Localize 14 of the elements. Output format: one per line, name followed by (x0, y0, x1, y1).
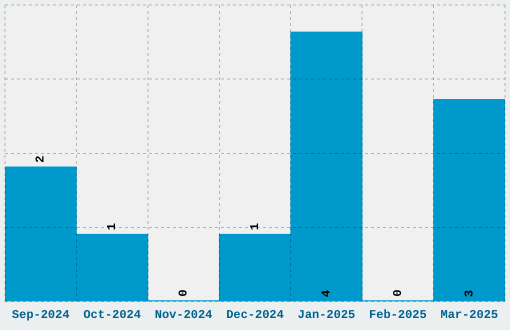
x-tick-label: Sep-2024 (12, 308, 70, 322)
data-label: 1 (105, 222, 120, 230)
x-tick-label: Nov-2024 (154, 308, 212, 322)
data-label: 1 (248, 222, 262, 230)
x-tick-label: Dec-2024 (226, 308, 284, 322)
data-label: 3 (462, 290, 476, 298)
x-tick-label: Jan-2025 (298, 308, 356, 322)
data-label: 4 (319, 290, 334, 298)
x-tick-label: Feb-2025 (369, 308, 427, 322)
data-label: 2 (34, 156, 48, 163)
data-label: 0 (176, 289, 191, 297)
x-tick-label: Oct-2024 (83, 308, 141, 322)
x-tick-label: Mar-2025 (440, 308, 498, 322)
data-label: 0 (390, 289, 405, 297)
